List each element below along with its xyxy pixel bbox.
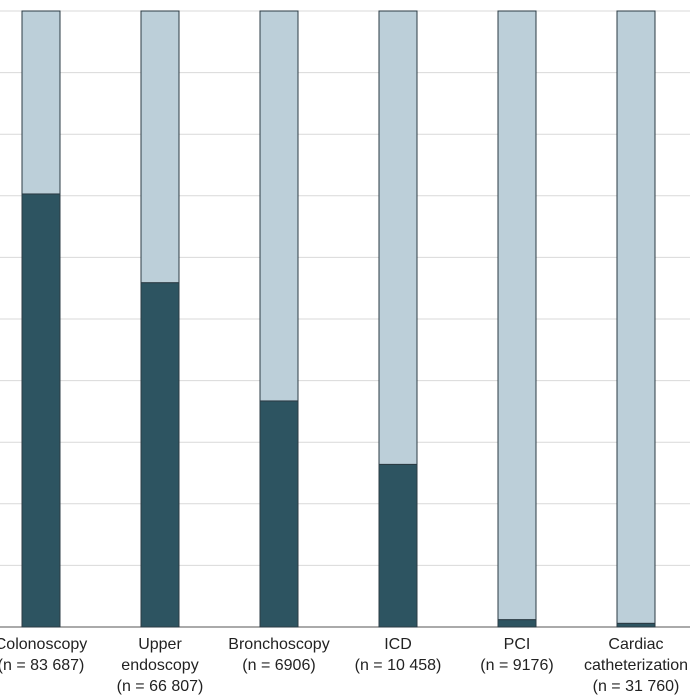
bar-segment-light: [21, 10, 61, 195]
bar-segment-dark: [497, 619, 537, 628]
category-name-label: catheterization: [584, 657, 688, 674]
bar-segment-dark: [140, 282, 180, 628]
bar-stacks: [21, 10, 656, 628]
category-name-label: endoscopy: [121, 657, 198, 674]
bar-segment-light: [497, 10, 537, 621]
category-n-label: (n = 10 458): [355, 657, 442, 674]
category-n-label: (n = 83 687): [0, 657, 84, 674]
bar-segment-light: [378, 10, 418, 465]
bar-segment-dark: [378, 463, 418, 628]
category-name-label: Cardiac: [608, 636, 663, 653]
category-n-label: (n = 66 807): [117, 678, 204, 695]
category-n-label: (n = 6906): [242, 657, 315, 674]
bar-segment-light: [616, 10, 656, 624]
category-n-label: (n = 9176): [480, 657, 553, 674]
category-name-label: PCI: [504, 636, 531, 653]
bar-segment-dark: [21, 193, 61, 628]
category-n-label: (n = 31 760): [593, 678, 680, 695]
gridlines: [0, 10, 690, 628]
bar-segment-dark: [259, 400, 299, 628]
bar-segment-dark: [616, 622, 656, 628]
category-name-label: ICD: [384, 636, 412, 653]
bar-segment-light: [140, 10, 180, 284]
category-name-label: Bronchoscopy: [228, 636, 329, 653]
category-labels: Colonoscopy (n = 83 687) Upper endoscopy (n …: [0, 636, 688, 695]
bar-segment-light: [259, 10, 299, 402]
category-name-label: Colonoscopy: [0, 636, 87, 653]
category-name-label: Upper: [138, 636, 182, 653]
